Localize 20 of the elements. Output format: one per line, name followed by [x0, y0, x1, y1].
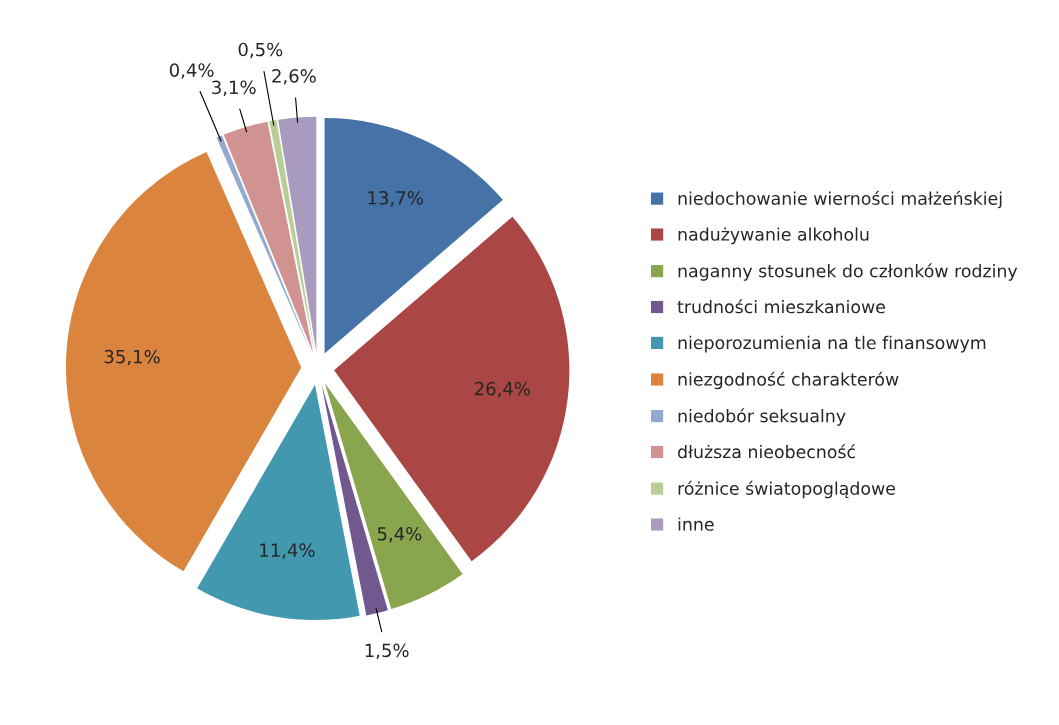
- data-label: 0,4%: [169, 63, 214, 79]
- legend-label: dłuższa nieobecność: [678, 444, 855, 459]
- legend-label: nieporozumienia na tle finansowym: [678, 335, 986, 353]
- data-label: 11,4%: [260, 543, 315, 559]
- legend-label: niedochowanie wierności małżeńskiej: [678, 190, 1002, 209]
- data-label: 3,1%: [212, 80, 256, 96]
- legend-label: niedobór seksualny: [678, 408, 846, 426]
- data-label: 1,5%: [365, 643, 409, 660]
- legend-label: różnice światopoglądowe: [678, 480, 895, 499]
- data-label: 5,4%: [377, 526, 422, 543]
- legend-label: niezgodność charakterów: [678, 371, 899, 390]
- data-label: 2,6%: [272, 69, 316, 85]
- data-label: 0,5%: [238, 42, 283, 59]
- legend-label: trudności mieszkaniowe: [677, 299, 885, 314]
- data-label: 26,4%: [474, 381, 531, 398]
- data-label: 35,1%: [104, 349, 160, 366]
- legend-label: inne: [678, 517, 714, 531]
- legend-label: nadużywanie alkoholu: [678, 227, 869, 245]
- legend-label: naganny stosunek do członków rodziny: [678, 263, 1018, 281]
- data-label: 13,7%: [368, 190, 423, 207]
